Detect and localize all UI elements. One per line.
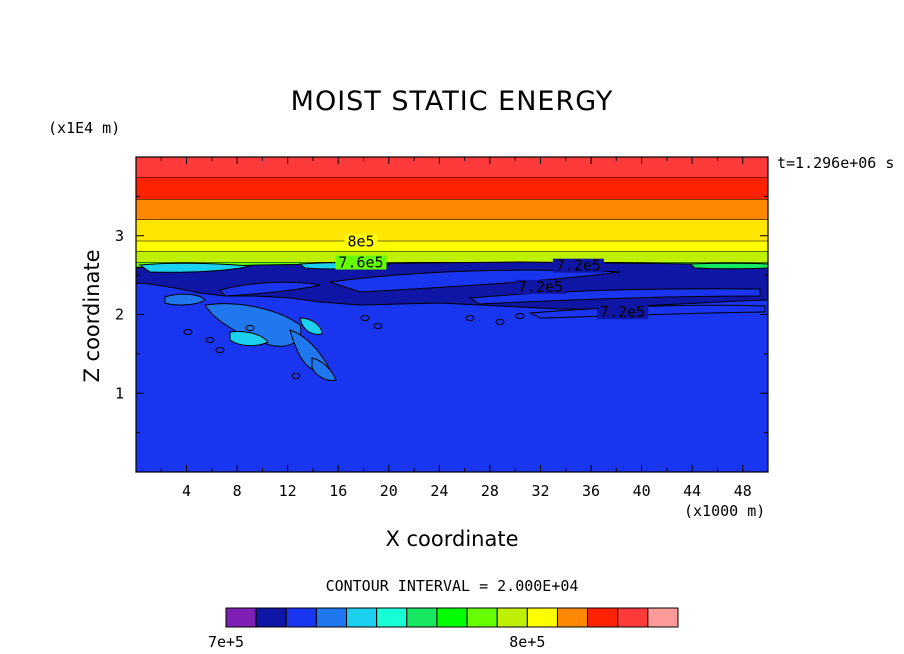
time-label: t=1.296e+06 s [777,154,895,172]
contour-streak-0 [329,269,621,293]
contour-patch-4 [229,331,269,347]
y-tick-label-1: 2 [115,306,124,324]
colorbar-swatch-9 [496,607,528,628]
contour-blob-9 [183,329,193,335]
colorbar-swatch-12 [587,607,619,628]
colorbar-swatch-11 [556,607,589,628]
contour-band-1 [136,177,768,200]
colorbar-swatch-7 [436,607,468,628]
x-tick-label-3: 16 [329,482,347,500]
contour-streak-3 [219,281,321,297]
contour-label-3: 7.2e5 [518,278,563,296]
contour-blob-2 [245,325,255,331]
contour-label-4: 7.2e5 [600,303,645,321]
contour-blob-5 [465,315,475,321]
contour-patch-0 [164,293,206,306]
contour-interval-label: CONTOUR INTERVAL = 2.000E+04 [325,577,579,595]
y-tick-label-2: 3 [115,227,124,245]
contour-blob-1 [215,347,225,353]
x-tick-label-1: 8 [233,482,242,500]
contour-label-bg [344,234,378,249]
contour-patch-5 [299,317,323,335]
contour-patch-3 [311,357,337,381]
chart-title: MOIST STATIC ENERGY [290,86,614,117]
contour-label-1: 7.6e5 [338,254,383,272]
contour-label-2: 7.2e5 [556,257,601,275]
x-tick-label-4: 20 [380,482,398,500]
colorbar-swatch-0 [225,607,257,628]
colorbar-swatch-8 [466,607,498,628]
contour-blob-3 [360,315,370,321]
contour-band-2 [136,199,768,220]
x-tick-label-9: 40 [633,482,651,500]
contour-label-0: 8e5 [347,232,374,250]
x-tick-label-6: 28 [481,482,499,500]
contour-band-5 [136,251,768,263]
x-axis-label: X coordinate [385,527,519,551]
contour-band-4 [136,241,768,252]
colorbar-swatch-13 [617,607,649,628]
colorbar-swatch-4 [346,607,378,628]
contour-blob-0 [205,337,215,343]
x-tick-label-5: 24 [430,482,448,500]
x-tick-label-0: 4 [182,482,191,500]
contour-band-3 [136,220,768,242]
colorbar-swatch-3 [315,607,348,628]
z-axis-multiplier: (x1E4 m) [48,119,121,137]
contour-blob-8 [291,373,301,379]
contour-band-0 [136,157,768,178]
colorbar-swatch-14 [647,607,679,628]
contour-blob-4 [373,323,383,329]
contour-blob-6 [495,319,505,325]
contour-label-bg [552,258,604,273]
colorbar-swatch-2 [285,607,317,628]
contour-patch-8 [688,262,769,270]
x-tick-label-11: 48 [734,482,752,500]
x-tick-label-8: 36 [582,482,600,500]
contour-patch-6 [138,262,251,273]
contour-label-bg [335,255,387,270]
x-tick-label-10: 44 [683,482,701,500]
colorbar-swatch-5 [376,607,408,628]
x-tick-label-7: 32 [531,482,549,500]
x-axis-multiplier: (x1000 m) [684,502,766,520]
x-tick-label-2: 12 [279,482,297,500]
contour-label-bg [597,305,649,320]
colorbar-label-left: 7e+5 [208,633,244,651]
colorbar-swatch-1 [255,607,287,628]
contour-label-bg [514,279,566,294]
colorbar-swatch-6 [406,607,438,628]
contour-blob-7 [515,313,525,319]
colorbar-label-right: 8e+5 [509,633,545,651]
colorbar-swatch-10 [526,607,558,628]
y-tick-label-0: 1 [115,384,124,402]
